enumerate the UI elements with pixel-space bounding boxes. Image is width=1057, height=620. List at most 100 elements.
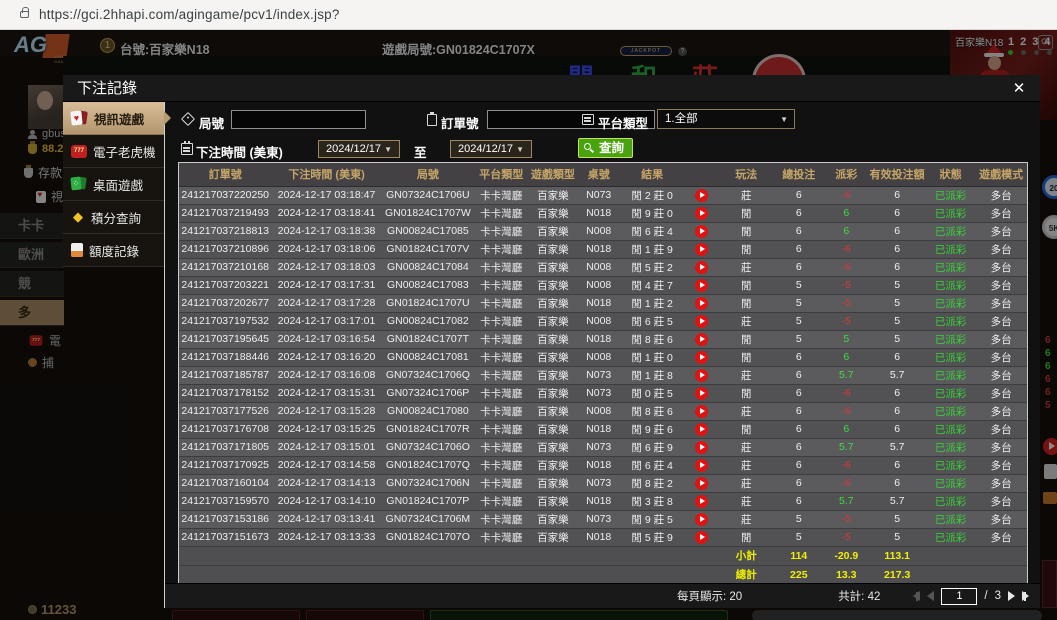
- first-page-button[interactable]: [913, 591, 921, 601]
- document-icon[interactable]: [1044, 464, 1057, 479]
- replay-button[interactable]: [695, 476, 709, 490]
- replay-button[interactable]: [695, 404, 709, 418]
- page-number-input[interactable]: 1: [941, 587, 978, 605]
- total-bet-cell: 6: [773, 438, 825, 457]
- replay-cell[interactable]: [684, 492, 720, 511]
- payout-cell: 5: [824, 330, 869, 349]
- replay-button[interactable]: [695, 494, 709, 508]
- last-page-button[interactable]: [1022, 591, 1029, 601]
- replay-button[interactable]: [695, 422, 709, 436]
- round-number-cell: GN00824C17081: [381, 348, 475, 367]
- date-to-picker[interactable]: 2024/12/17 ▼: [450, 140, 532, 158]
- replay-button[interactable]: [695, 188, 709, 202]
- search-button[interactable]: 查詢: [578, 138, 634, 158]
- game-mode-cell: 多台: [975, 492, 1027, 511]
- tool-icon[interactable]: [1043, 492, 1057, 504]
- replay-cell[interactable]: [684, 330, 720, 349]
- replay-cell[interactable]: [684, 186, 720, 205]
- replay-cell[interactable]: [684, 312, 720, 331]
- bg-menu-item-4-selected[interactable]: 多: [0, 300, 64, 326]
- slot-row[interactable]: 777 電: [28, 332, 61, 349]
- tab-slot-machines[interactable]: 777 電子老虎機: [63, 135, 164, 168]
- url-text[interactable]: https://gci.2hhapi.com/agingame/pcv1/ind…: [39, 7, 340, 22]
- replay-button[interactable]: [695, 278, 709, 292]
- next-page-button[interactable]: [1008, 591, 1015, 601]
- fishing-row[interactable]: 捕: [28, 354, 54, 371]
- replay-button[interactable]: [695, 512, 709, 526]
- chip-5k[interactable]: 5K: [1042, 215, 1057, 239]
- play-button-right[interactable]: [1043, 438, 1057, 455]
- replay-cell[interactable]: [684, 294, 720, 313]
- browser-address-bar[interactable]: https://gci.2hhapi.com/agingame/pcv1/ind…: [0, 0, 1057, 30]
- replay-cell[interactable]: [684, 204, 720, 223]
- bet-type-cell: 莊: [719, 492, 774, 511]
- chevron-down-icon: ▼: [780, 115, 788, 124]
- camera-1[interactable]: 1: [1008, 36, 1015, 48]
- payout-cell: 5.7: [824, 366, 869, 385]
- summary-row: 總計 225 13.3 217.3: [179, 565, 1027, 585]
- replay-button[interactable]: [695, 206, 709, 220]
- replay-cell[interactable]: [684, 366, 720, 385]
- replay-button[interactable]: [695, 332, 709, 346]
- status-cell: 已派彩: [926, 366, 976, 385]
- valid-bet-cell: 5: [868, 330, 926, 349]
- replay-button[interactable]: [695, 386, 709, 400]
- bg-menu-item-1[interactable]: 卡卡: [0, 213, 64, 239]
- replay-button[interactable]: [695, 224, 709, 238]
- video-table-name: 百家樂N18: [955, 38, 1004, 49]
- camera-2[interactable]: 2: [1020, 36, 1027, 48]
- date-from-picker[interactable]: 2024/12/17 ▼: [318, 140, 400, 158]
- replay-button[interactable]: [695, 350, 709, 364]
- table-row: 241217037160104 2024-12-17 03:14:13 GN0732…: [179, 474, 1027, 493]
- chip-20[interactable]: 20: [1042, 175, 1057, 199]
- bg-menu-item-2[interactable]: 歐洲: [0, 242, 64, 268]
- tab-credit-records[interactable]: 額度記錄: [63, 234, 164, 267]
- round-number-input[interactable]: [231, 110, 366, 129]
- replay-cell[interactable]: [684, 474, 720, 493]
- replay-cell[interactable]: [684, 384, 720, 403]
- refresh-icon[interactable]: ⟳: [1038, 35, 1053, 50]
- replay-button[interactable]: [695, 314, 709, 328]
- summary-payout-cell: -20.9: [824, 546, 869, 566]
- camera-4[interactable]: 4: [1044, 36, 1051, 48]
- empty-cell: [619, 565, 685, 585]
- replay-button[interactable]: [695, 260, 709, 274]
- prev-page-button[interactable]: [927, 591, 935, 601]
- replay-button[interactable]: [695, 440, 709, 454]
- replay-cell[interactable]: [684, 456, 720, 475]
- replay-cell[interactable]: [684, 276, 720, 295]
- replay-cell[interactable]: [684, 258, 720, 277]
- replay-button[interactable]: [695, 368, 709, 382]
- replay-button[interactable]: [695, 530, 709, 544]
- camera-selector[interactable]: 1 2 3 4: [1008, 36, 1051, 48]
- avatar[interactable]: [28, 85, 63, 129]
- deposit-row[interactable]: 存款: [24, 164, 62, 181]
- platform-cell: 卡卡灣廳: [474, 348, 529, 367]
- replay-cell[interactable]: [684, 240, 720, 259]
- bet-time-cell: 2024-12-17 03:16:08: [271, 366, 382, 385]
- replay-button[interactable]: [695, 296, 709, 310]
- round-number-cell: GN00824C17083: [381, 276, 475, 295]
- video-games-row[interactable]: 視: [36, 188, 63, 205]
- replay-cell[interactable]: [684, 438, 720, 457]
- tab-table-games[interactable]: 桌面遊戲: [63, 168, 164, 201]
- replay-cell[interactable]: [684, 528, 720, 547]
- replay-cell[interactable]: [684, 510, 720, 529]
- camera-3[interactable]: 3: [1032, 36, 1039, 48]
- bg-menu-item-3[interactable]: 競: [0, 271, 64, 297]
- empty-cell: [926, 546, 976, 566]
- close-icon[interactable]: ✕: [1012, 80, 1026, 97]
- replay-cell[interactable]: [684, 420, 720, 439]
- replay-button[interactable]: [695, 458, 709, 472]
- order-number-input[interactable]: [487, 110, 655, 129]
- platform-type-select[interactable]: 1.全部 ▼: [657, 109, 795, 129]
- jackpot-help-icon[interactable]: ?: [678, 47, 687, 56]
- replay-cell[interactable]: [684, 348, 720, 367]
- replay-cell[interactable]: [684, 402, 720, 421]
- replay-button[interactable]: [695, 242, 709, 256]
- tab-video-games[interactable]: 視訊遊戲: [63, 102, 171, 135]
- tab-points-query[interactable]: ◆ 積分查詢: [63, 201, 164, 234]
- column-header: 遊戲模式: [975, 163, 1027, 187]
- replay-cell[interactable]: [684, 222, 720, 241]
- bottom-chat-input[interactable]: [752, 610, 1042, 620]
